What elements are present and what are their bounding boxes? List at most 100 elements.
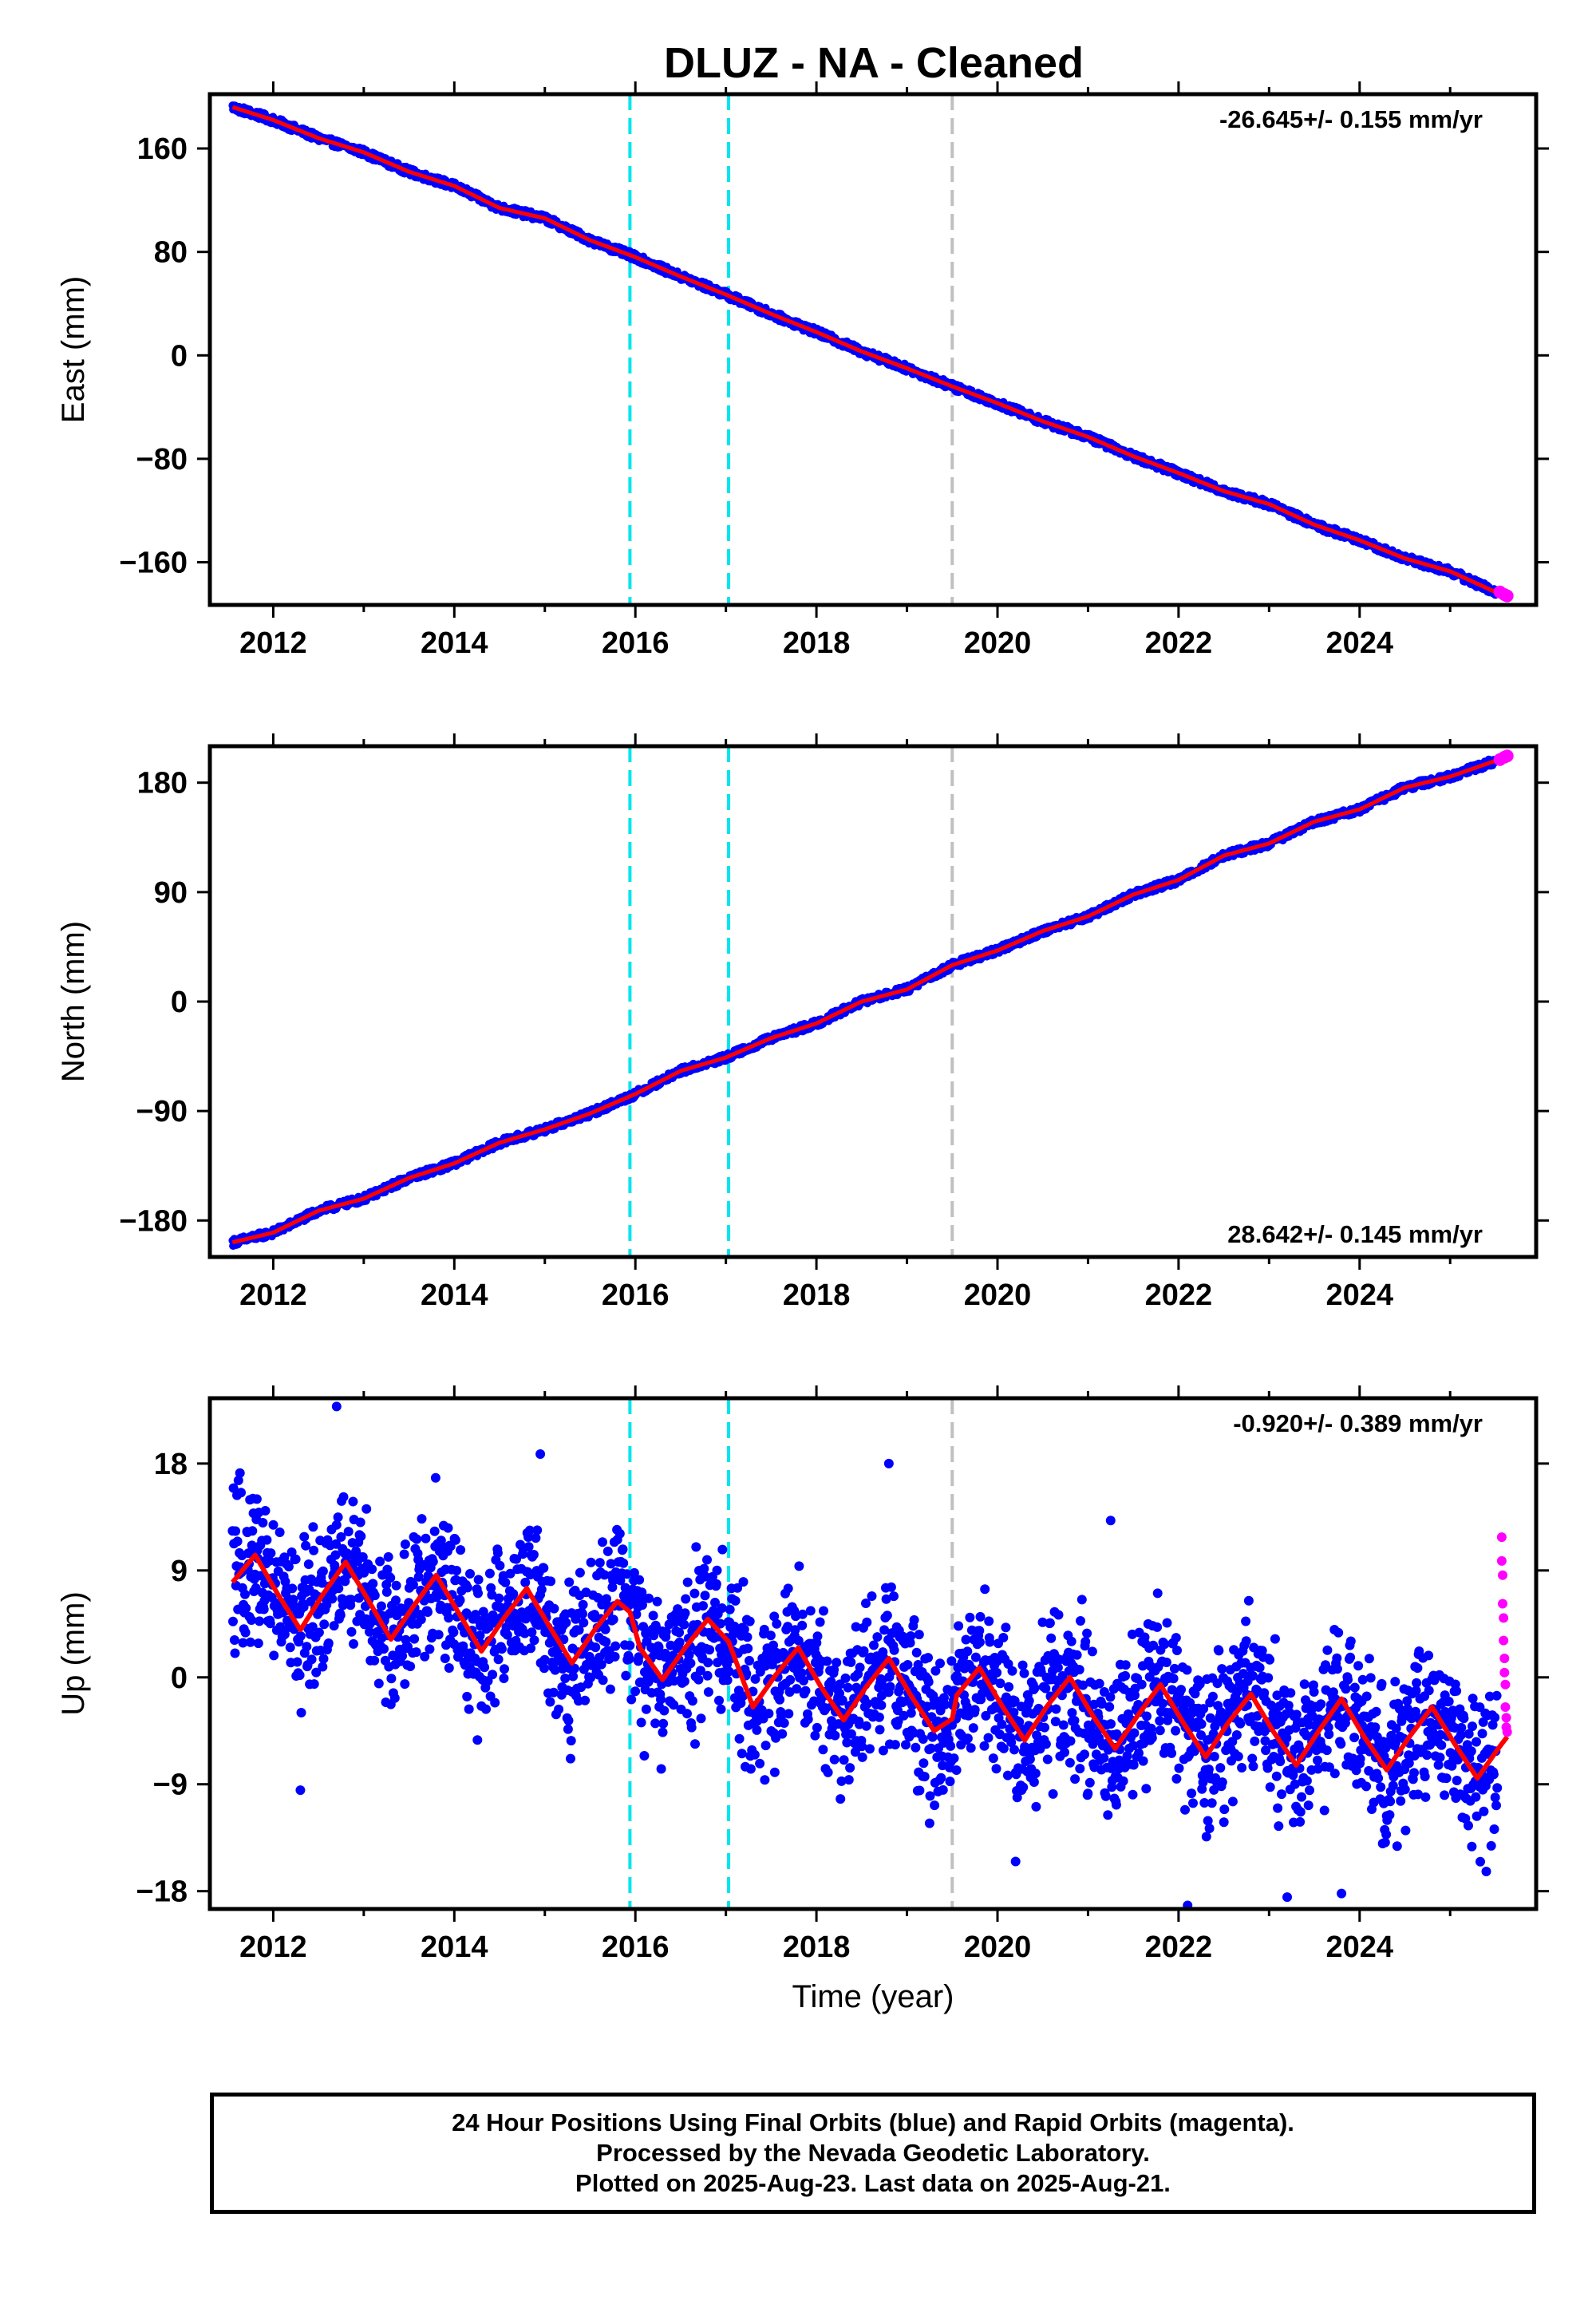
final-orbit-point [505,1568,516,1579]
x-tick-label: 2020 [964,626,1032,660]
final-orbit-point [375,1556,385,1567]
y-axis-label: East (mm) [56,276,91,423]
final-orbit-point [495,1560,505,1571]
final-orbit-point [493,1654,504,1665]
final-orbit-point [361,1504,372,1514]
final-orbit-point [462,1583,472,1593]
final-orbit-point [475,1630,485,1641]
final-orbit-point [472,1735,483,1745]
final-orbit-point [231,1526,241,1536]
final-orbit-point [338,1492,349,1502]
final-orbit-point [247,1526,258,1536]
final-orbit-point [286,1547,297,1557]
final-orbit-point [496,1644,507,1654]
final-orbit-point [420,1651,430,1662]
final-orbit-point [428,1556,438,1567]
x-tick-label: 2016 [602,1279,670,1312]
final-orbit-point [452,1566,462,1575]
final-orbit-point [440,1654,450,1663]
final-orbit-point [430,1472,440,1483]
y-tick-label: 160 [137,132,188,166]
final-orbit-point [279,1629,290,1639]
final-orbit-point [425,1644,435,1654]
y-tick-label: −180 [119,1204,188,1238]
final-orbit-point [230,1648,240,1658]
final-orbit-point [473,1588,483,1599]
rate-annotation: 28.642+/- 0.145 mm/yr [1227,1220,1483,1248]
final-orbit-point [285,1642,295,1653]
final-orbit-point [302,1642,312,1652]
final-orbit-point [268,1520,279,1530]
final-orbit-point [369,1591,380,1601]
final-orbit-point [287,1583,298,1594]
final-orbit-point [329,1621,339,1631]
final-orbit-point [275,1528,285,1537]
final-orbit-point [307,1622,318,1632]
y-axis-label: North (mm) [56,921,91,1082]
final-orbit-point [391,1580,401,1591]
final-orbit-point [259,1604,269,1614]
final-orbit-point [412,1534,422,1544]
final-orbit-point [232,1536,243,1547]
final-orbit-point [269,1650,279,1661]
final-orbit-point [283,1562,294,1571]
final-orbit-point [301,1540,311,1551]
final-orbit-point [331,1539,342,1549]
final-orbit-point [356,1531,366,1541]
final-orbit-point [433,1630,444,1640]
x-tick-label: 2022 [1145,1279,1213,1312]
final-orbit-point [265,1618,275,1629]
final-orbit-point [323,1638,334,1648]
final-orbit-point [417,1514,427,1524]
final-orbit-point [358,1552,368,1562]
final-orbit-point [391,1595,401,1606]
rapid-orbit-point [1500,749,1514,763]
final-orbit-point [241,1603,251,1614]
final-orbit-point [373,1678,384,1689]
x-tick-label: 2024 [1326,626,1394,660]
x-tick-label: 2022 [1145,626,1213,660]
final-orbit-point [500,1577,511,1587]
final-orbit-point [408,1579,418,1590]
final-orbit-point [421,1533,431,1543]
final-orbit-point [311,1667,322,1678]
final-orbit-point [494,1593,504,1603]
final-orbit-point [336,1531,346,1542]
plot-area-up [227,1398,1512,1909]
final-orbit-point [309,1679,319,1690]
final-orbit-point [335,1610,346,1620]
final-orbit-point [490,1697,500,1708]
final-orbit-point [327,1594,338,1604]
final-orbit-point [240,1589,250,1599]
final-orbit-point [255,1616,265,1626]
final-orbit-point [429,1526,440,1536]
x-tick-label: 2024 [1326,1279,1394,1312]
panel-north: 2012 2014 2016 2018 2020 2022 2024180900−90−18… [56,733,1549,1312]
final-orbit-point [331,1520,342,1530]
final-orbit-point [236,1488,246,1498]
y-tick-label: −80 [136,443,188,476]
y-tick-label: −90 [136,1095,188,1128]
final-orbit-point [444,1613,454,1623]
final-orbit-point [365,1626,374,1637]
final-orbit-point [455,1595,465,1606]
final-orbit-point [379,1644,389,1654]
final-orbit-point [333,1512,343,1523]
panel-frame [207,92,1539,607]
final-orbit-point [359,1567,369,1578]
final-orbit-point [262,1535,272,1545]
final-orbit-point [465,1569,475,1579]
final-orbit-point [346,1626,357,1637]
final-orbit-point [450,1535,460,1545]
final-orbit-point [413,1571,424,1582]
final-orbit-point [309,1545,319,1555]
final-orbit-point [303,1559,314,1569]
final-orbit-point [298,1602,309,1612]
y-tick-label: 0 [171,339,188,373]
final-orbit-point [247,1615,257,1625]
x-tick-label: 2018 [783,1279,851,1312]
final-orbit-point [484,1568,495,1579]
final-orbit-point [386,1674,397,1684]
final-orbit-point [319,1619,330,1630]
final-orbit-point [330,1550,341,1560]
